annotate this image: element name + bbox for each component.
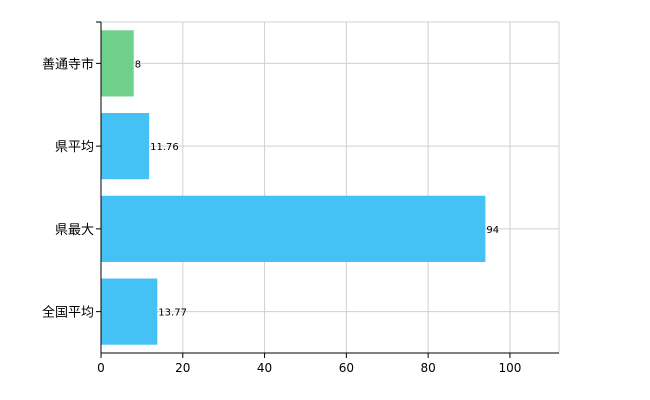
x-tick-label: 40 [257, 361, 272, 375]
data-label: 94 [486, 225, 499, 236]
data-label: 11.76 [150, 142, 179, 153]
x-tick-label: 20 [175, 361, 190, 375]
category-label: 県平均 [55, 140, 94, 155]
category-label: 全国平均 [42, 305, 94, 321]
bars: 8 11.76 94 13.77 [101, 30, 499, 345]
bar [101, 195, 486, 262]
category-label: 善通寺市 [42, 56, 94, 72]
bar [101, 113, 150, 180]
x-tick-label: 0 [97, 361, 105, 375]
data-label: 8 [135, 59, 141, 70]
bar [101, 30, 134, 97]
category-label: 県最大 [55, 223, 94, 238]
x-tick-label: 100 [498, 361, 521, 375]
x-tick-label: 60 [339, 361, 354, 375]
x-tick-label: 80 [421, 361, 436, 375]
grid-lines [101, 21, 560, 353]
data-label: 13.77 [158, 308, 187, 319]
bar [101, 278, 158, 345]
